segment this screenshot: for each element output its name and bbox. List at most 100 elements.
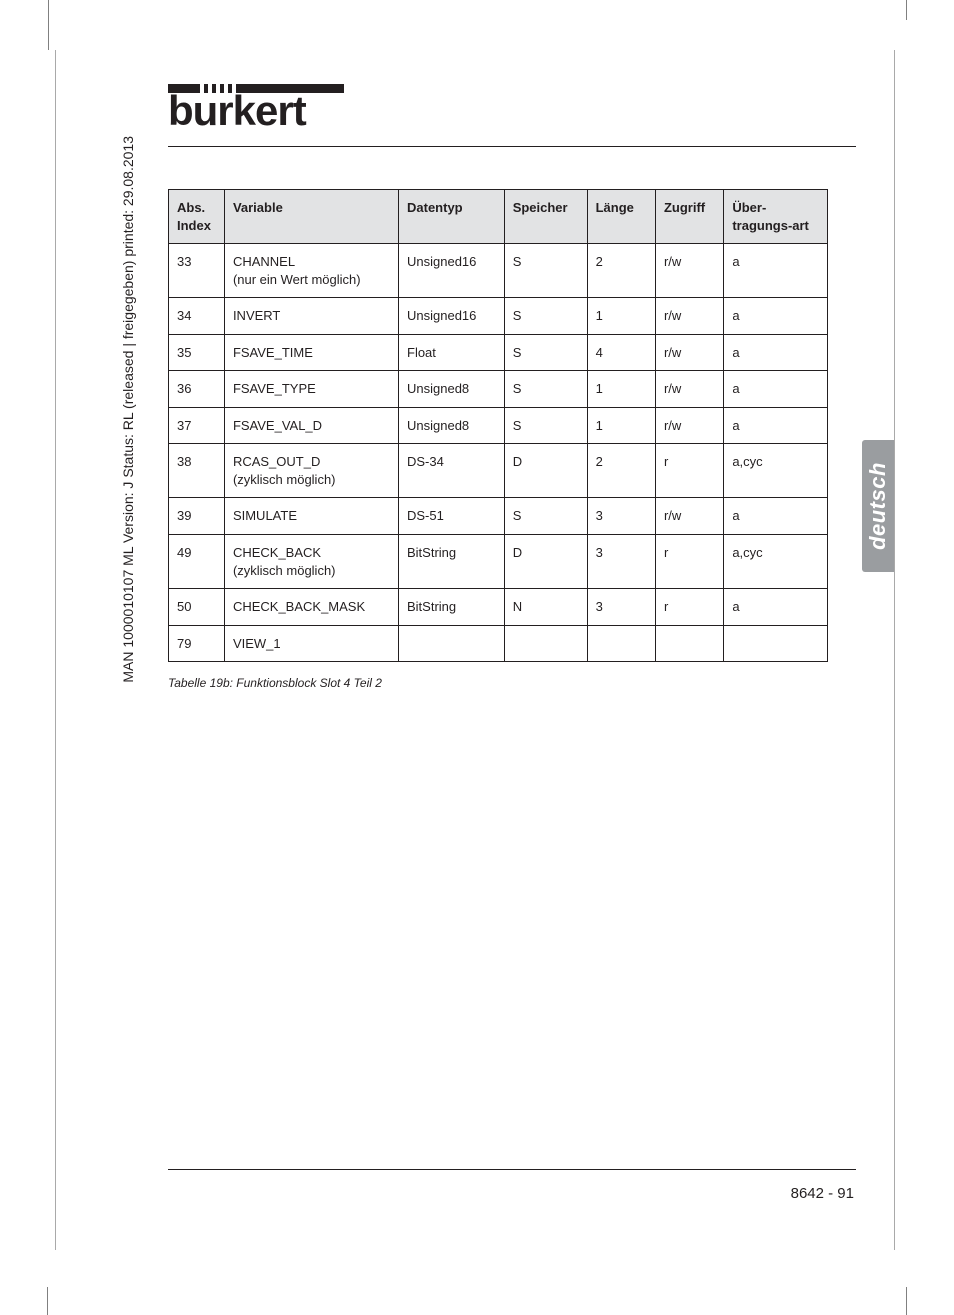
table-cell: a [724, 589, 828, 626]
table-cell: r/w [655, 407, 723, 444]
table-cell: 79 [169, 625, 225, 662]
table-cell: a [724, 244, 828, 298]
table-cell: D [504, 535, 587, 589]
table-cell: Unsigned16 [399, 244, 505, 298]
table-row: 34INVERTUnsigned16S1r/wa [169, 298, 828, 335]
table-cell: r/w [655, 244, 723, 298]
table-cell: a [724, 407, 828, 444]
footer-rule [168, 1169, 856, 1170]
table-cell: r [655, 535, 723, 589]
table-body: 33CHANNEL(nur ein Wert möglich)Unsigned1… [169, 244, 828, 662]
table-cell [587, 625, 655, 662]
table-row: 38RCAS_OUT_D(zyklisch möglich)DS-34D2ra,… [169, 444, 828, 498]
table-cell: 1 [587, 298, 655, 335]
table-cell: S [504, 498, 587, 535]
table-row: 39SIMULATEDS-51S3r/wa [169, 498, 828, 535]
table-cell: 38 [169, 444, 225, 498]
table-cell: 2 [587, 244, 655, 298]
table-cell: BitString [399, 589, 505, 626]
table-cell: r/w [655, 498, 723, 535]
th-abs-index: Abs. Index [169, 190, 225, 244]
table-row: 33CHANNEL(nur ein Wert möglich)Unsigned1… [169, 244, 828, 298]
table-cell: Unsigned8 [399, 407, 505, 444]
table-cell: r/w [655, 334, 723, 371]
table-row: 49CHECK_BACK(zyklisch möglich)BitStringD… [169, 535, 828, 589]
table-row: 37FSAVE_VAL_DUnsigned8S1r/wa [169, 407, 828, 444]
table-cell: 3 [587, 498, 655, 535]
table-header-row: Abs. Index Variable Datentyp Speicher Lä… [169, 190, 828, 244]
table-cell: S [504, 407, 587, 444]
table-cell: 50 [169, 589, 225, 626]
table-cell: 34 [169, 298, 225, 335]
table-cell: BitString [399, 535, 505, 589]
table-cell: r/w [655, 371, 723, 408]
table-cell: S [504, 244, 587, 298]
table-cell: 36 [169, 371, 225, 408]
side-metadata: MAN 1000010107 ML Version: J Status: RL … [120, 136, 136, 683]
table-cell: Float [399, 334, 505, 371]
content-area: burkert Abs. Index Variable Datentyp Spe… [56, 50, 894, 690]
table-cell: CHECK_BACK_MASK [224, 589, 398, 626]
table-cell: 39 [169, 498, 225, 535]
table-cell: 3 [587, 589, 655, 626]
table-cell [655, 625, 723, 662]
th-datentyp: Datentyp [399, 190, 505, 244]
table-row: 79VIEW_1 [169, 625, 828, 662]
table-cell: 3 [587, 535, 655, 589]
table-cell: 49 [169, 535, 225, 589]
table-caption: Tabelle 19b: Funktionsblock Slot 4 Teil … [168, 676, 854, 690]
table-cell: a [724, 371, 828, 408]
table-row: 35FSAVE_TIMEFloatS4r/wa [169, 334, 828, 371]
footer-page-number: 8642 - 91 [791, 1185, 854, 1202]
table-cell: S [504, 371, 587, 408]
table-cell: 4 [587, 334, 655, 371]
table-cell: a [724, 334, 828, 371]
table-cell: a,cyc [724, 535, 828, 589]
table-cell [504, 625, 587, 662]
th-uebertragungsart: Über-tragungs-art [724, 190, 828, 244]
table-cell: 1 [587, 371, 655, 408]
table-row: 36FSAVE_TYPEUnsigned8S1r/wa [169, 371, 828, 408]
table-cell: N [504, 589, 587, 626]
table-cell: D [504, 444, 587, 498]
table-cell: CHANNEL(nur ein Wert möglich) [224, 244, 398, 298]
table-cell: Unsigned8 [399, 371, 505, 408]
table-cell: 35 [169, 334, 225, 371]
table-cell: 2 [587, 444, 655, 498]
th-zugriff: Zugriff [655, 190, 723, 244]
table-cell: RCAS_OUT_D(zyklisch möglich) [224, 444, 398, 498]
data-table: Abs. Index Variable Datentyp Speicher Lä… [168, 189, 828, 662]
table-cell: S [504, 298, 587, 335]
table-cell: DS-34 [399, 444, 505, 498]
language-tab: deutsch [862, 440, 894, 572]
logo-text: burkert [168, 90, 854, 132]
th-laenge: Länge [587, 190, 655, 244]
table-cell: a [724, 498, 828, 535]
language-tab-label: deutsch [865, 462, 891, 550]
table-cell: 33 [169, 244, 225, 298]
th-speicher: Speicher [504, 190, 587, 244]
table-cell: 37 [169, 407, 225, 444]
table-cell: CHECK_BACK(zyklisch möglich) [224, 535, 398, 589]
table-cell: DS-51 [399, 498, 505, 535]
page-frame: MAN 1000010107 ML Version: J Status: RL … [55, 50, 895, 1250]
table-cell: r [655, 589, 723, 626]
table-cell: FSAVE_TYPE [224, 371, 398, 408]
header-rule [168, 146, 856, 147]
table-cell: 1 [587, 407, 655, 444]
table-cell: Unsigned16 [399, 298, 505, 335]
table-cell: S [504, 334, 587, 371]
table-cell: r/w [655, 298, 723, 335]
table-cell: FSAVE_VAL_D [224, 407, 398, 444]
table-cell: r [655, 444, 723, 498]
table-cell: a,cyc [724, 444, 828, 498]
table-cell: VIEW_1 [224, 625, 398, 662]
table-cell: a [724, 298, 828, 335]
table-row: 50CHECK_BACK_MASKBitStringN3ra [169, 589, 828, 626]
table-cell: INVERT [224, 298, 398, 335]
table-cell [724, 625, 828, 662]
table-cell: FSAVE_TIME [224, 334, 398, 371]
table-cell: SIMULATE [224, 498, 398, 535]
logo: burkert [168, 84, 854, 138]
table-cell [399, 625, 505, 662]
